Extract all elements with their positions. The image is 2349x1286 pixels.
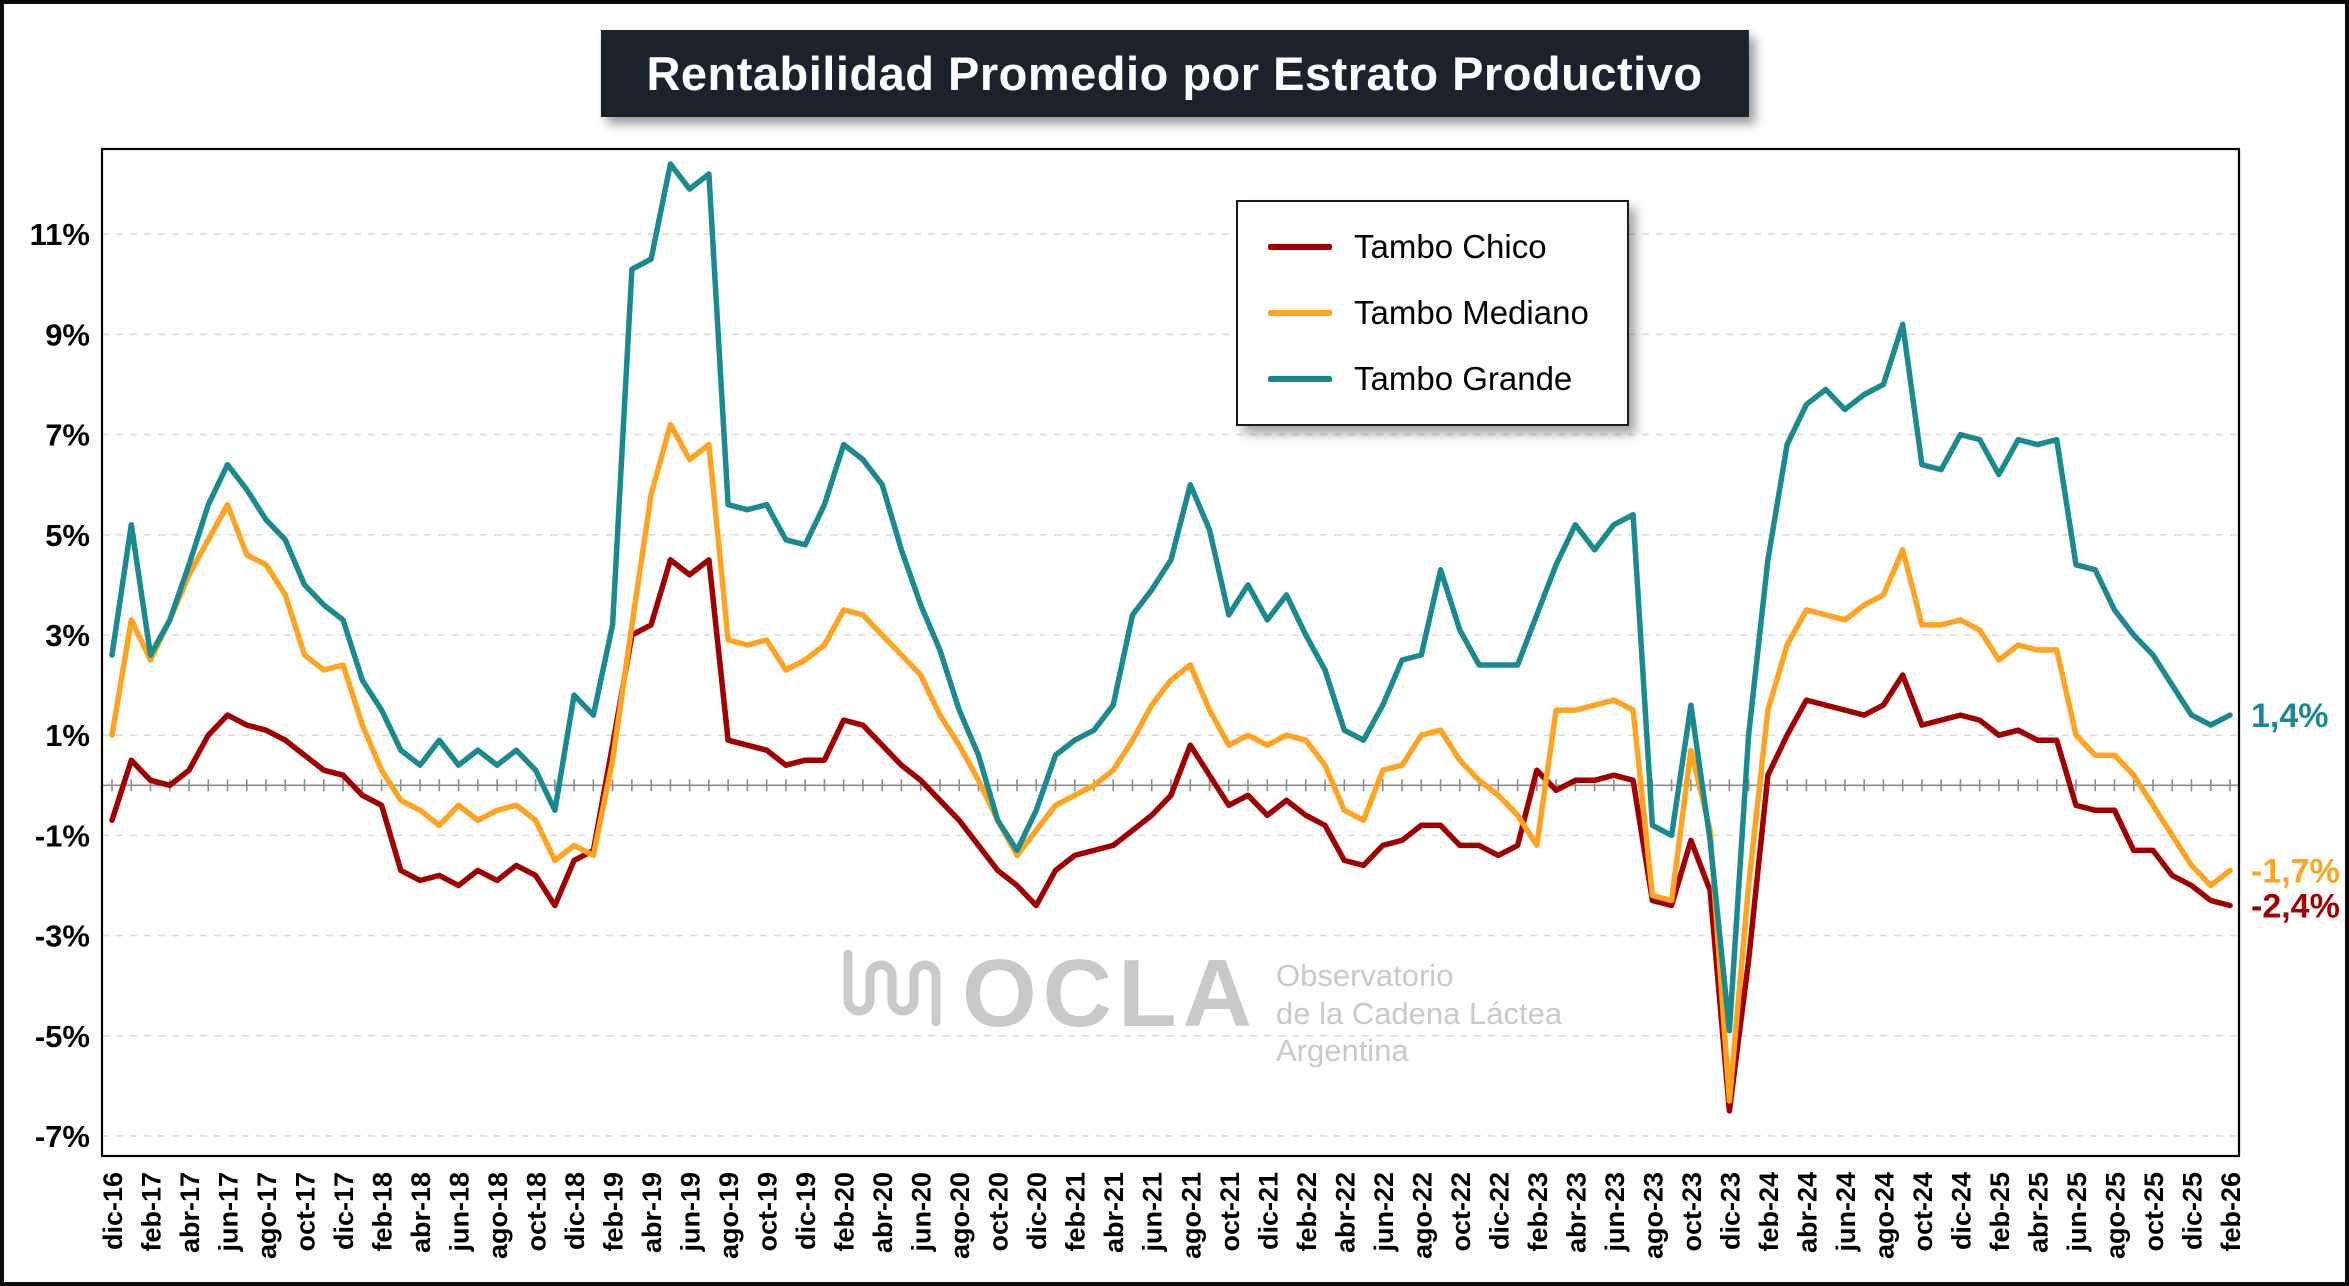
x-tick-label: feb-19 [599, 1172, 629, 1252]
x-tick-label: feb-24 [1754, 1172, 1784, 1252]
x-tick-label: oct-25 [2139, 1172, 2169, 1252]
x-tick-label: oct-17 [291, 1172, 321, 1252]
x-tick-label: abr-17 [175, 1172, 205, 1253]
watermark-line: Argentina [1275, 1033, 1409, 1069]
x-tick-label: abr-19 [637, 1172, 667, 1253]
x-tick-label: feb-26 [2216, 1172, 2246, 1252]
x-tick-label: jun-25 [2062, 1172, 2092, 1253]
legend-label: Tambo Mediano [1354, 294, 1589, 331]
legend-swatch-tambo-grande [1268, 376, 1332, 382]
y-tick-label: 9% [45, 317, 90, 352]
y-tick-label: 5% [45, 518, 90, 553]
x-tick-label: abr-21 [1099, 1172, 1129, 1253]
series-tambo-mediano [109, 421, 2233, 1104]
x-tick-label: feb-23 [1523, 1172, 1553, 1252]
y-tick-label: 3% [45, 618, 90, 653]
x-tick-label: jun-19 [676, 1172, 706, 1253]
ocla-watermark-name: OCLA [962, 940, 1258, 1047]
x-tick-label: dic-23 [1715, 1172, 1745, 1250]
x-tick-label: feb-18 [368, 1172, 398, 1252]
line-chart: -7% -5% -3% -1% 1% 3% 5% 7% 9% 11% dic-16 feb-17 abr… [30, 147, 2340, 1259]
legend-label: Tambo Chico [1354, 228, 1547, 265]
watermark-line: Observatorio [1275, 958, 1454, 993]
x-tick-label: oct-20 [984, 1172, 1014, 1252]
x-tick-label: abr-20 [868, 1172, 898, 1253]
x-tick-label: ago-20 [945, 1172, 975, 1259]
y-tick-label: -3% [35, 919, 90, 954]
x-tick-label: dic-21 [1253, 1172, 1283, 1250]
x-tick-label: jun-18 [445, 1172, 475, 1253]
ocla-logo-icon [843, 949, 941, 1027]
x-tick-label: ago-19 [714, 1172, 744, 1259]
x-tick-label: abr-22 [1330, 1172, 1360, 1253]
ocla-watermark-lines: Observatorio de la Cadena Láctea Argenti… [1276, 958, 1562, 1069]
end-label-tambo-grande: 1,4% [2251, 697, 2329, 735]
y-tick-label: -5% [35, 1019, 90, 1054]
x-tick-label: oct-21 [1215, 1172, 1245, 1252]
x-tick-label: jun-17 [214, 1172, 244, 1253]
x-tick-label: dic-20 [1022, 1172, 1052, 1250]
y-tick-label: 11% [30, 217, 90, 252]
x-tick-label: feb-17 [137, 1172, 167, 1252]
y-tick-label: 1% [45, 718, 90, 753]
x-tick-label: jun-21 [1138, 1172, 1168, 1253]
x-tick-label: feb-25 [1985, 1172, 2015, 1252]
x-tick-label: feb-21 [1061, 1172, 1091, 1252]
end-label-tambo-mediano: -1,7% [2251, 852, 2340, 890]
x-tick-label: dic-24 [1946, 1172, 1976, 1250]
y-tick-label: -1% [35, 818, 90, 853]
x-tick-label: abr-25 [2023, 1172, 2053, 1253]
x-tick-label: dic-25 [2177, 1172, 2207, 1250]
x-tick-label: feb-20 [830, 1172, 860, 1252]
end-label-tambo-chico: -2,4% [2251, 888, 2340, 926]
x-tick-label: ago-21 [1176, 1172, 1206, 1259]
x-tick-label: ago-24 [1869, 1172, 1899, 1259]
x-tick-label: dic-22 [1484, 1172, 1514, 1250]
x-tick-label: feb-22 [1292, 1172, 1322, 1252]
x-tick-label: ago-25 [2100, 1172, 2130, 1259]
x-tick-label: abr-23 [1561, 1172, 1591, 1253]
x-tick-label: jun-24 [1831, 1172, 1861, 1253]
legend-item-tambo-chico: Tambo Chico [1268, 228, 1589, 266]
x-tick-label: ago-23 [1638, 1172, 1668, 1259]
ocla-watermark: OCLA Observatorio de la Cadena Láctea Ar… [840, 940, 1562, 1069]
legend: Tambo Chico Tambo Mediano Tambo Grande [1236, 200, 1629, 426]
x-tick-label: dic-18 [560, 1172, 590, 1250]
x-tick-label: ago-17 [252, 1172, 282, 1259]
series-tambo-grande [109, 161, 2233, 1034]
x-tick-label: oct-22 [1446, 1172, 1476, 1252]
legend-swatch-tambo-mediano [1268, 310, 1332, 316]
x-tick-label: oct-18 [522, 1172, 552, 1252]
watermark-line: de la Cadena Láctea [1275, 995, 1563, 1031]
x-tick-label: jun-22 [1369, 1172, 1399, 1253]
y-tick-label: -7% [35, 1119, 90, 1154]
x-tick-label: ago-22 [1407, 1172, 1437, 1259]
x-tick-label: dic-16 [98, 1172, 128, 1250]
series-tambo-chico [109, 557, 2233, 1114]
x-tick-label: abr-24 [1792, 1172, 1822, 1253]
x-tick-label: oct-23 [1677, 1172, 1707, 1252]
chart-title: Rentabilidad Promedio por Estrato Produc… [600, 30, 1749, 117]
legend-label: Tambo Grande [1354, 360, 1573, 397]
legend-item-tambo-grande: Tambo Grande [1268, 360, 1589, 398]
plot-border [100, 147, 2241, 1158]
x-tick-label: jun-23 [1600, 1172, 1630, 1253]
legend-item-tambo-mediano: Tambo Mediano [1268, 294, 1589, 332]
x-tick-label: abr-18 [406, 1172, 436, 1253]
x-tick-label: dic-19 [791, 1172, 821, 1250]
legend-swatch-tambo-chico [1268, 244, 1332, 250]
x-tick-label: oct-24 [1908, 1172, 1938, 1252]
x-tick-label: ago-18 [483, 1172, 513, 1259]
x-tick-label: dic-17 [329, 1172, 359, 1250]
y-tick-label: 7% [45, 418, 90, 453]
x-tick-label: oct-19 [753, 1172, 783, 1252]
x-tick-label: jun-20 [907, 1172, 937, 1253]
